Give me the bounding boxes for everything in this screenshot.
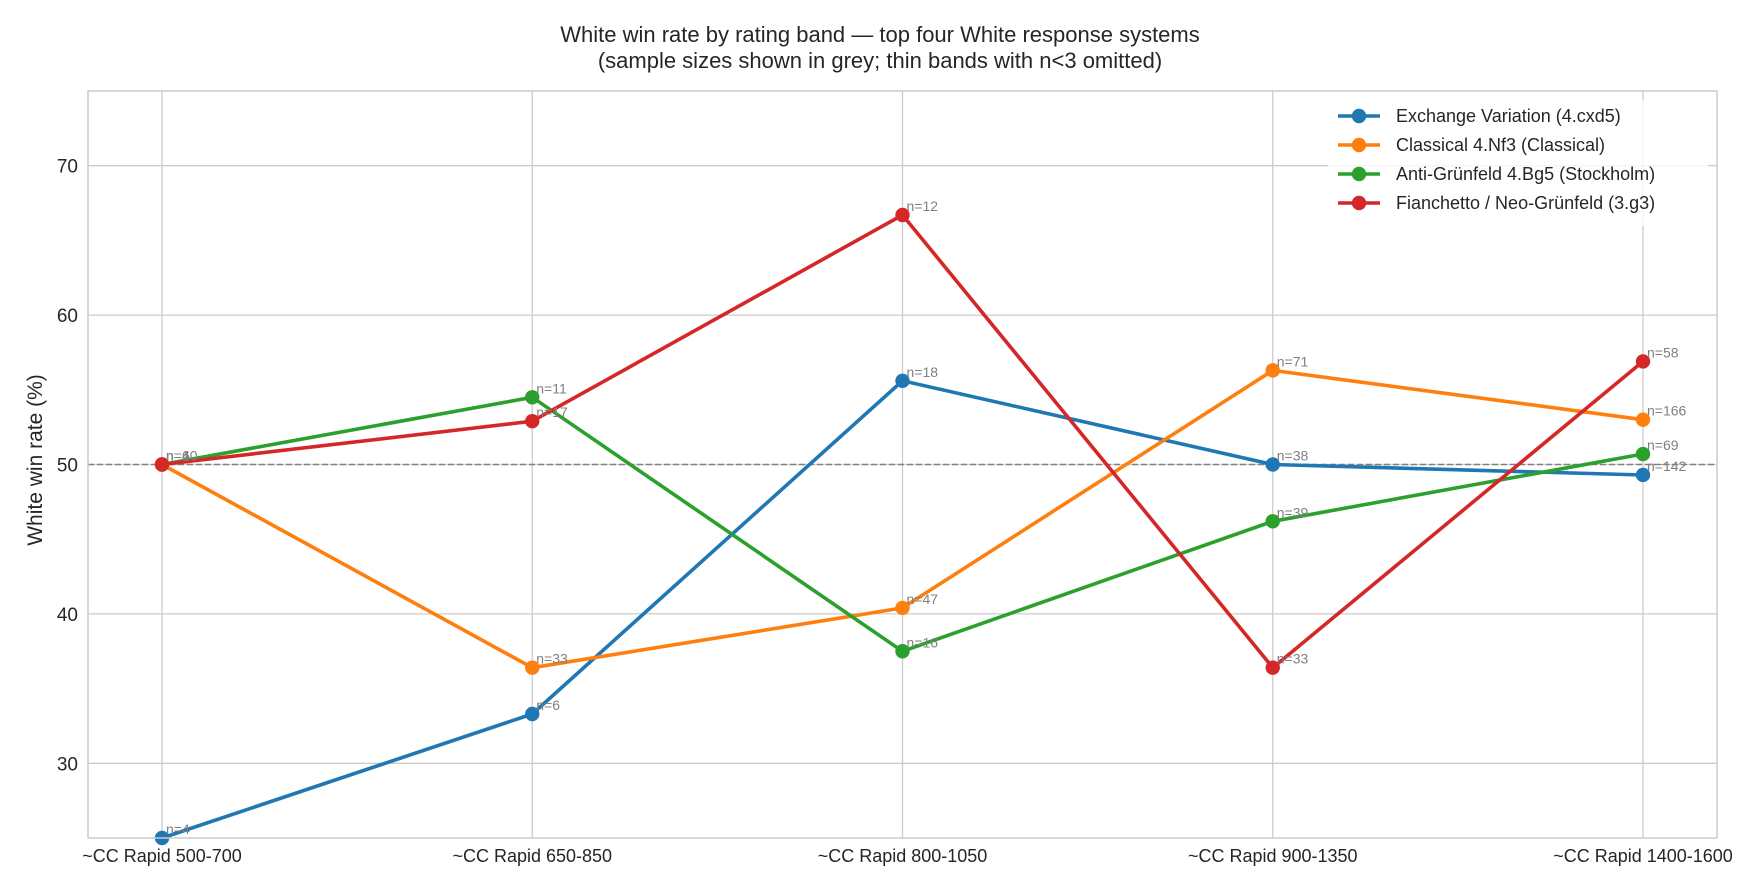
sample-size-label: n=17 [536,404,568,420]
data-point [895,373,910,389]
data-point [1635,467,1651,483]
sample-size-label: n=18 [907,364,939,380]
sample-size-label: n=142 [1647,458,1687,474]
data-point [1265,363,1280,378]
sample-size-label: n=47 [907,591,939,607]
y-tick-label: 30 [57,754,78,775]
y-tick-label: 50 [57,456,78,477]
x-tick-label: ~CC Rapid 1400-1600 [1553,846,1733,866]
sample-size-label: n=6 [166,448,190,464]
y-tick-label: 40 [57,605,78,626]
y-axis-label: White win rate (%) [24,374,47,546]
legend-label: Exchange Variation (4.cxd5) [1396,106,1621,126]
sample-size-label: n=38 [1277,448,1309,464]
legend-swatch-marker [1351,166,1367,182]
data-point [895,600,910,616]
y-tick-label: 60 [57,306,78,327]
data-point [895,644,910,659]
x-tick-label: ~CC Rapid 800-1050 [818,846,988,866]
sample-size-label: n=12 [907,198,939,214]
plot-frame [87,90,1718,839]
sample-size-label: n=4 [166,821,190,837]
data-point [1265,660,1280,675]
sample-size-label: n=4 [166,448,190,464]
sample-size-label: n=6 [536,697,560,713]
legend-label: Classical 4.Nf3 (Classical) [1396,135,1605,155]
data-point [895,207,910,223]
legend-swatch-marker [1351,195,1367,211]
legend-entry: Fianchetto / Neo-Grünfeld (3.g3) [1338,193,1655,213]
sample-size-label: n=166 [1647,403,1687,419]
sample-size-label: n=16 [907,634,939,650]
data-point [154,457,170,472]
y-axis-ticks: 30 40 50 60 70 [57,157,78,776]
x-tick-label: ~CC Rapid 500-700 [82,846,242,866]
legend-label: Fianchetto / Neo-Grünfeld (3.g3) [1396,193,1655,213]
data-point [525,660,540,675]
chart-subtitle: (sample sizes shown in grey; thin bands … [598,48,1162,73]
x-axis-ticks: ~CC Rapid 500-700 ~CC Rapid 650-850 ~CC Ra… [82,846,1733,866]
data-point [1265,514,1280,529]
series-layer [154,207,1651,846]
legend-label: Anti-Grünfeld 4.Bg5 (Stockholm) [1396,164,1655,184]
y-tick-label: 70 [57,157,78,178]
data-point [525,706,540,722]
series-1 [154,373,1651,846]
data-point [1635,412,1651,427]
legend-background [1328,100,1708,226]
sample-size-label: n=33 [1277,651,1309,667]
sample-size-label: n=33 [536,651,568,667]
data-point [1635,446,1651,462]
series-4 [154,207,1651,675]
sample-size-label: n=10 [166,448,198,464]
x-tick-label: ~CC Rapid 650-850 [452,846,612,866]
sample-size-label: n=11 [536,380,567,396]
legend: Exchange Variation (4.cxd5) Classical 4.N… [1328,100,1708,226]
legend-swatch-marker [1351,108,1367,124]
data-point [1635,354,1651,369]
legend-entry: Classical 4.Nf3 (Classical) [1338,135,1605,155]
legend-entry: Anti-Grünfeld 4.Bg5 (Stockholm) [1338,164,1655,184]
data-point [1265,457,1280,472]
chart-title: White win rate by rating band — top four… [560,22,1200,47]
sample-size-label: n=39 [1277,504,1309,520]
x-tick-label: ~CC Rapid 900-1350 [1188,846,1358,866]
sample-size-label: n=69 [1647,437,1679,453]
legend-swatch-marker [1351,137,1367,153]
sample-size-label: n=58 [1647,344,1679,360]
sample-size-labels: n=4n=6n=18n=38n=142n=4n=33n=47n=71n=166n… [166,198,1687,837]
data-point [525,413,540,429]
data-point [525,390,540,405]
legend-entry: Exchange Variation (4.cxd5) [1338,106,1621,126]
sample-size-label: n=71 [1277,353,1309,369]
